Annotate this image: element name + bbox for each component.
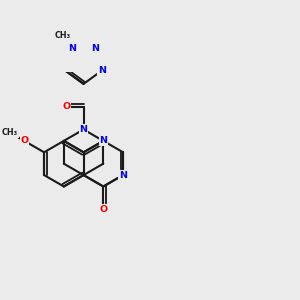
Text: N: N [80, 125, 88, 134]
Text: CH₃: CH₃ [55, 31, 70, 40]
Text: CH₃: CH₃ [2, 128, 18, 137]
Text: O: O [20, 136, 28, 146]
Text: O: O [99, 205, 107, 214]
Text: N: N [91, 44, 99, 53]
Text: N: N [119, 171, 127, 180]
Text: N: N [99, 136, 107, 146]
Text: N: N [98, 66, 106, 75]
Text: O: O [62, 102, 70, 111]
Text: N: N [68, 44, 76, 53]
